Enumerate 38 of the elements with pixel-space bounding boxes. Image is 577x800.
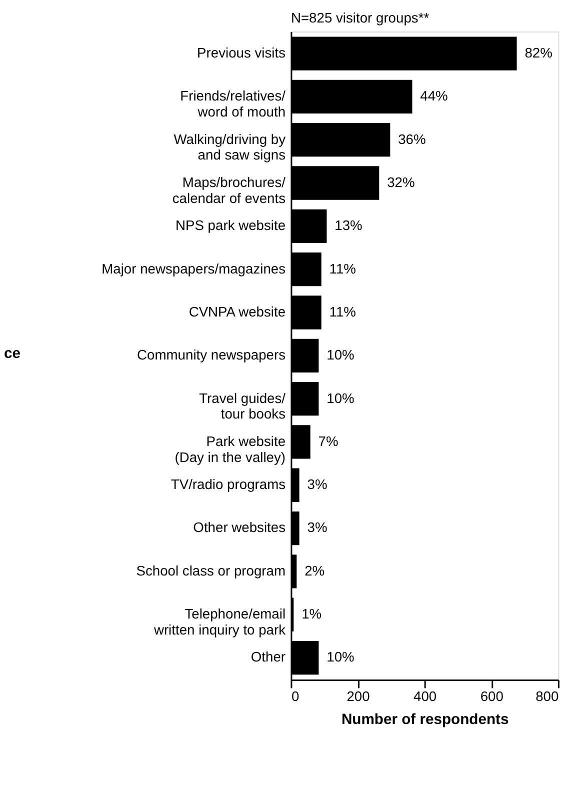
annotation: 1% — [302, 606, 322, 622]
x-tick-label: 400 — [414, 688, 437, 704]
annotation: 10% — [326, 390, 354, 406]
y-tick-label: School class or program — [136, 562, 286, 578]
x-tick-label: 200 — [346, 688, 370, 704]
annotation: 10% — [326, 648, 354, 665]
annotation: 11% — [329, 303, 356, 320]
y-tick-label: Previous visits — [197, 44, 286, 60]
y-tick-label: Community newspapers — [137, 346, 286, 363]
x-tick-label: 0 — [291, 688, 300, 704]
y-tick-label: Maps/brochures/ calendar of events — [172, 174, 286, 206]
y-tick-label: NPS park website — [176, 217, 286, 234]
annotation: 7% — [318, 432, 338, 449]
annotation: 3% — [307, 519, 328, 536]
annotation: 2% — [304, 562, 325, 578]
y-tick-label: Telephone/email written inquiry to park — [152, 606, 286, 638]
annotation: 10% — [326, 346, 354, 363]
annotation: 82% — [524, 44, 552, 60]
chart-title: N=825 visitor groups** — [290, 10, 430, 26]
y-tick-label: Other — [250, 648, 286, 665]
y-tick-label: Walking/driving by and saw signs — [174, 130, 286, 163]
x-tick-label: 800 — [536, 688, 559, 704]
y-tick-label: Friends/relatives/ word of mouth — [180, 88, 286, 120]
annotation: 3% — [307, 476, 328, 492]
y-tick-label: Park website (Day in the valley) — [174, 432, 286, 465]
y-tick-label: Major newspapers/magazines — [102, 260, 286, 276]
x-axis-title: Number of respondents — [341, 712, 509, 728]
y-tick-label: Other websites — [193, 519, 286, 536]
y-tick-label: TV/radio programs — [170, 476, 286, 492]
y-tick-label: Travel guides/ tour books — [199, 390, 286, 422]
annotation: 11% — [329, 260, 356, 276]
annotation: 13% — [334, 217, 362, 234]
annotation: 32% — [387, 174, 415, 190]
y-tick-label: CVNPA website — [188, 303, 286, 320]
annotation: 44% — [420, 88, 448, 104]
annotation: 36% — [398, 130, 426, 147]
text: ce — [4, 346, 20, 362]
x-tick-label: 600 — [480, 688, 504, 704]
